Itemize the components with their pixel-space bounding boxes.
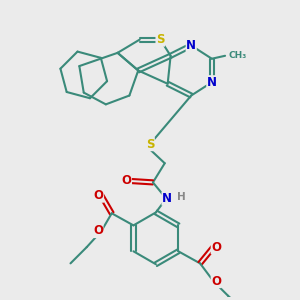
Text: O: O [94, 189, 103, 202]
Text: O: O [211, 241, 221, 254]
Text: H: H [176, 192, 185, 202]
Text: N: N [162, 192, 172, 205]
Text: N: N [186, 39, 196, 52]
Text: CH₃: CH₃ [228, 51, 246, 60]
Text: O: O [211, 274, 221, 287]
Text: O: O [122, 174, 131, 188]
Text: S: S [156, 33, 165, 46]
Text: O: O [93, 224, 103, 238]
Text: S: S [146, 138, 154, 151]
Text: N: N [207, 76, 217, 89]
